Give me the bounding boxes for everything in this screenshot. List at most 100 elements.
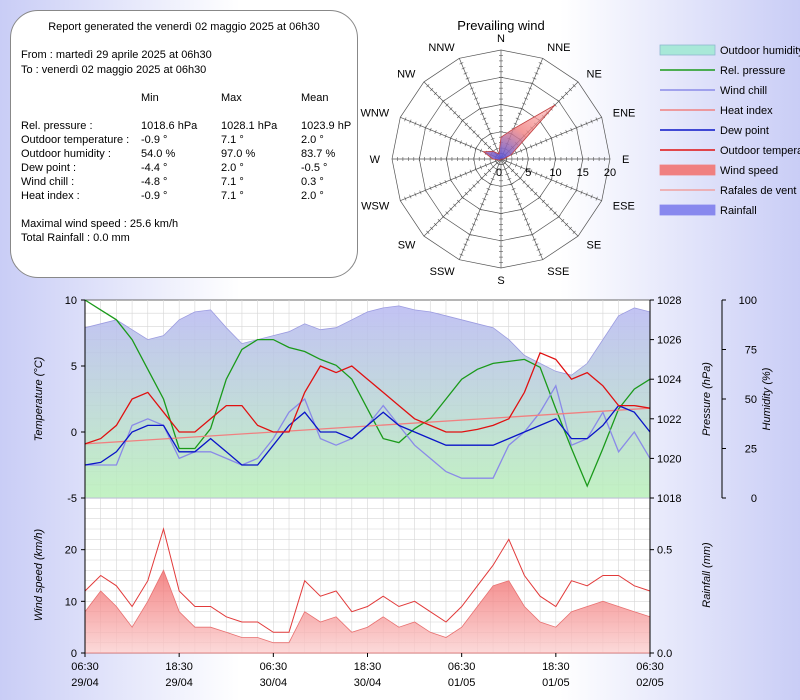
- rose-tick: [526, 130, 530, 134]
- x-tick-time: 06:30: [448, 661, 476, 673]
- row-max: 2.0 °: [221, 162, 244, 174]
- rose-tick: [504, 159, 508, 164]
- wind-rose-title: Prevailing wind: [457, 18, 544, 33]
- rose-tick: [453, 111, 457, 115]
- rose-tick: [456, 199, 461, 204]
- rose-tick: [433, 222, 438, 227]
- row-max: 1028.1 hPa: [221, 120, 278, 132]
- rose-tick: [515, 198, 520, 201]
- total-rain-text: Total Rainfall : 0.0 mm: [21, 232, 130, 244]
- rose-tick: [507, 165, 511, 169]
- rose-tick: [464, 122, 468, 126]
- rose-tick: [515, 150, 518, 155]
- rose-tick: [437, 95, 441, 99]
- rose-radial-tick-label: 10: [549, 167, 561, 179]
- row-mean: 2.0 °: [301, 134, 324, 146]
- rose-tick: [479, 165, 482, 170]
- rose-tick: [540, 173, 543, 178]
- x-tick-date: 29/04: [71, 677, 99, 689]
- rose-tick: [585, 121, 588, 126]
- rose-tick: [424, 188, 427, 193]
- humidity-tick-label: 100: [739, 295, 757, 307]
- rose-tick: [514, 172, 519, 177]
- rose-tick: [484, 122, 489, 125]
- rose-tick: [505, 142, 510, 145]
- rose-tick: [496, 152, 501, 156]
- humidity-tick-label: 25: [745, 444, 757, 456]
- rose-tick: [465, 77, 470, 80]
- x-tick-time: 18:30: [542, 661, 570, 673]
- rose-series-wind-speed: [482, 104, 556, 161]
- rose-tick: [476, 134, 480, 138]
- rose-tick: [409, 194, 412, 199]
- rose-tick: [575, 125, 578, 130]
- rose-direction-label: SW: [398, 240, 416, 252]
- rose-tick: [480, 203, 485, 206]
- rose-tick: [570, 127, 573, 132]
- rose-tick: [507, 137, 512, 140]
- row-min: -4.4 °: [141, 162, 168, 174]
- rose-tick: [449, 207, 453, 211]
- rose-spoke: [458, 158, 502, 260]
- rose-tick: [510, 168, 515, 173]
- pressure-tick-label: 1018: [657, 493, 681, 505]
- rose-tick: [491, 149, 495, 153]
- rose-tick: [490, 178, 495, 181]
- legend-label: Rainfall: [720, 205, 757, 217]
- x-tick-time: 06:30: [71, 661, 99, 673]
- rose-radial-tick-label: 0: [496, 167, 502, 179]
- rose-tick: [463, 243, 468, 246]
- x-tick-date: 29/04: [165, 677, 193, 689]
- rose-tick: [510, 161, 513, 166]
- rose-tick: [480, 138, 484, 142]
- report-from: From : martedì 29 aprile 2025 at 06h30: [21, 49, 212, 61]
- rose-spoke: [458, 58, 502, 160]
- rose-tick: [437, 219, 441, 223]
- rose-tick: [419, 190, 422, 195]
- legend-label: Wind speed: [720, 165, 778, 177]
- rose-tick: [456, 114, 461, 119]
- series-heat-index: [84, 407, 651, 445]
- x-tick-time: 18:30: [165, 661, 193, 673]
- rose-tick: [513, 193, 518, 196]
- x-tick-date: 30/04: [354, 677, 382, 689]
- rose-tick: [472, 130, 476, 134]
- rose-tick: [489, 161, 492, 166]
- rose-tick: [459, 62, 464, 65]
- rose-tick: [426, 84, 430, 88]
- rose-tick: [483, 172, 488, 177]
- rose-tick: [522, 180, 526, 184]
- rose-radial-tick-label: 5: [525, 167, 531, 179]
- rose-tick: [454, 138, 457, 143]
- pressure-tick-label: 1026: [657, 335, 681, 347]
- rose-tick: [484, 163, 487, 168]
- rose-tick: [467, 233, 472, 236]
- legend-swatch-box: [659, 204, 716, 216]
- row-min: 54.0 %: [141, 148, 176, 160]
- rose-tick: [540, 140, 543, 145]
- rose-tick: [528, 87, 533, 90]
- x-tick-date: 01/05: [448, 677, 476, 689]
- report-title: Report generated the venerdì 02 maggio 2…: [48, 21, 320, 33]
- rose-tick: [479, 148, 482, 153]
- row-max: 7.1 °: [221, 176, 244, 188]
- rose-tick: [507, 178, 512, 181]
- humidity-tick-label: 50: [745, 394, 757, 406]
- rose-tick: [526, 184, 530, 188]
- rose-tick: [595, 117, 598, 122]
- rose-tick: [404, 117, 407, 122]
- rose-tick: [459, 173, 462, 178]
- rose-tick: [519, 208, 524, 211]
- rose-tick: [459, 253, 464, 256]
- legend-label: Wind chill: [720, 85, 767, 97]
- rose-tick: [590, 119, 593, 124]
- rose-tick: [526, 92, 531, 95]
- rose-tick: [507, 149, 511, 153]
- rose-tick: [549, 107, 553, 111]
- rose-tick: [433, 91, 438, 96]
- rose-direction-label: W: [370, 154, 381, 166]
- rose-tick: [557, 215, 561, 219]
- legend-label: Rel. pressure: [720, 65, 785, 77]
- pressure-tick-label: 1020: [657, 453, 681, 465]
- rose-tick: [541, 199, 546, 204]
